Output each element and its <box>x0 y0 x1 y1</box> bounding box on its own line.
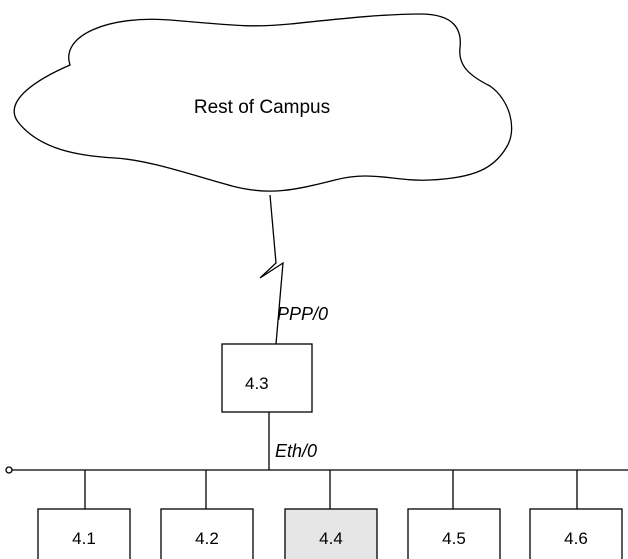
host-box-4-6 <box>529 508 623 559</box>
host-label-4-1: 4.1 <box>72 529 96 548</box>
eth-interface-label: Eth/0 <box>275 441 317 461</box>
cloud-label: Rest of Campus <box>194 97 330 118</box>
host-box-4-2 <box>160 508 254 559</box>
router-box <box>221 343 313 413</box>
bus-end-left <box>5 466 13 474</box>
campus-cloud <box>13 13 513 192</box>
host-box-4-5 <box>407 508 501 559</box>
host-label-4-2: 4.2 <box>195 529 219 548</box>
wan-link <box>259 194 284 345</box>
host-box-4-1 <box>37 508 131 559</box>
host-label-4-6: 4.6 <box>564 529 588 548</box>
host-label-4-5: 4.5 <box>442 529 466 548</box>
host-label-4-4: 4.4 <box>319 529 343 548</box>
host-box-4-4 <box>284 508 378 559</box>
router-label: 4.3 <box>245 374 269 393</box>
ppp-interface-label: PPP/0 <box>277 304 328 324</box>
